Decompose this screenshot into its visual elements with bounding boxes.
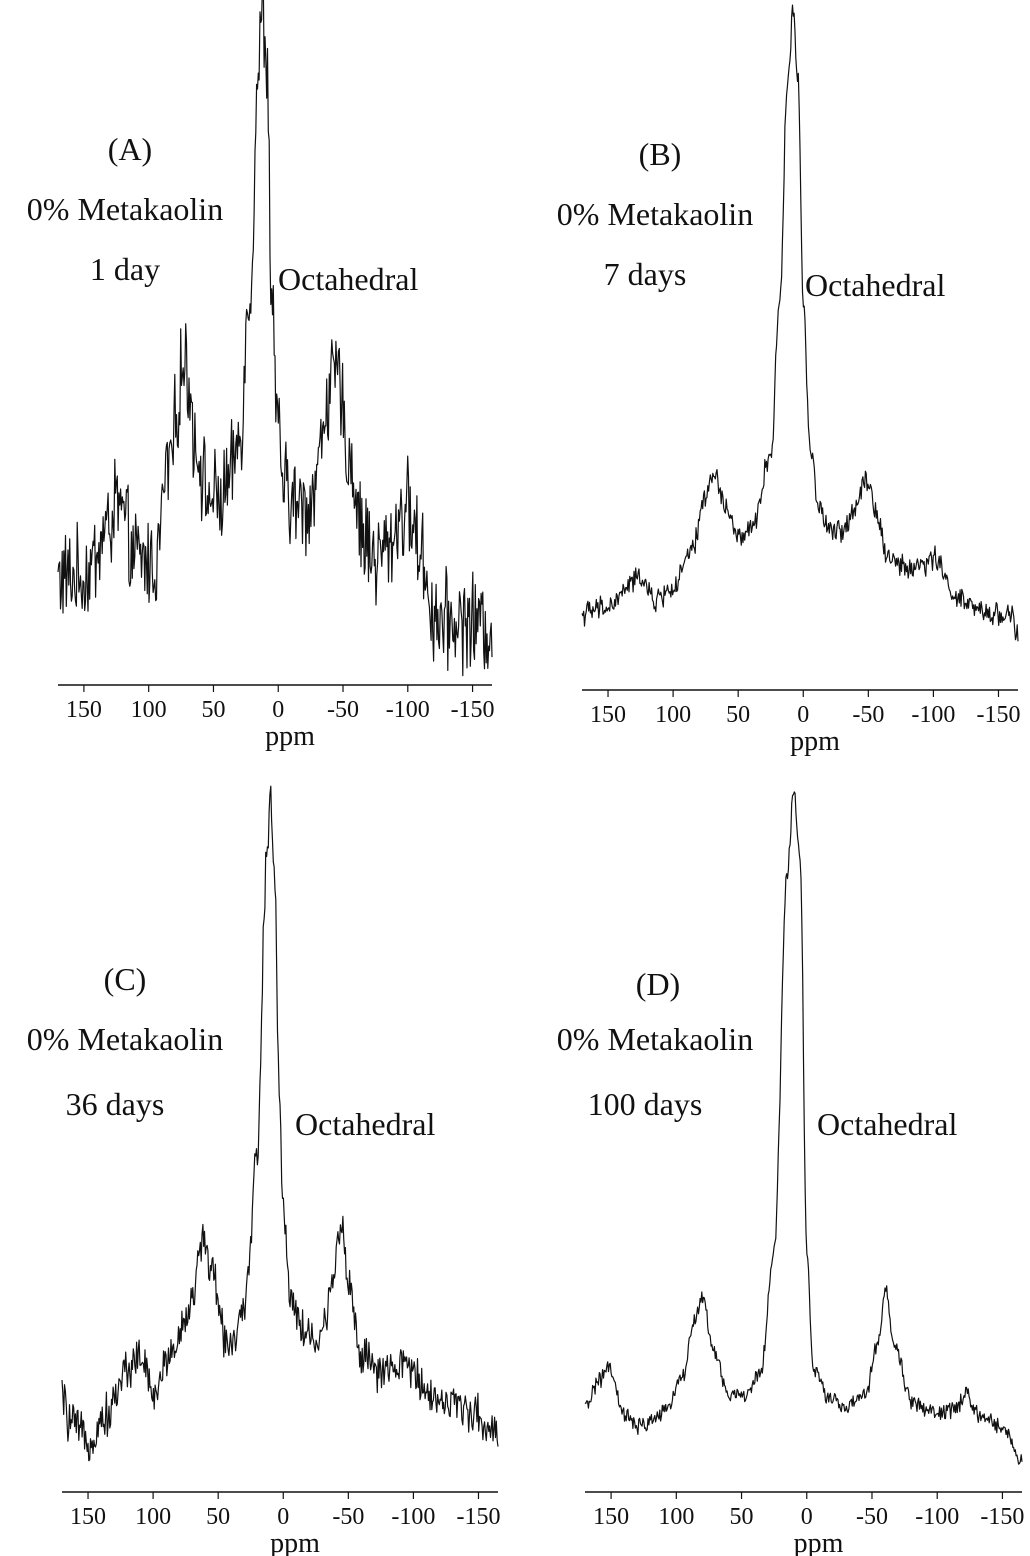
x-tick-label: 0	[277, 1504, 289, 1530]
x-tick-label: 0	[797, 702, 809, 728]
panel-label: (B)	[639, 136, 682, 172]
panel-label: (A)	[108, 131, 152, 167]
sample-label: 0% Metakaolin	[557, 1021, 753, 1057]
nmr-panel-a: 150 100 50 0 -50 -100 -150 ppm (A) 0% Metakaolin 1…	[27, 0, 495, 752]
x-axis-label: ppm	[790, 726, 840, 757]
octahedral-peak-label: Octahedral	[805, 267, 945, 303]
x-tick-label: -50	[856, 1504, 888, 1530]
x-tick-label: 150	[70, 1504, 106, 1530]
octahedral-peak-label: Octahedral	[295, 1106, 435, 1142]
age-label: 1 day	[90, 251, 160, 287]
x-tick-label: 150	[593, 1504, 629, 1530]
x-axis-label: ppm	[270, 1528, 320, 1556]
x-axis-label: ppm	[794, 1528, 844, 1556]
x-tick-label: 150	[66, 697, 102, 723]
nmr-panel-c: 150 100 50 0 -50 -100 -150 ppm (C) 0% Metakaolin 3…	[27, 785, 500, 1556]
nmr-panel-b: 150 100 50 0 -50 -100 -150 ppm (B) 0% Metakaolin 7…	[557, 4, 1020, 757]
sample-label: 0% Metakaolin	[557, 196, 753, 232]
x-tick-label: -50	[332, 1504, 364, 1530]
x-tick-label: 50	[201, 697, 225, 723]
x-tick-label: 50	[730, 1504, 754, 1530]
panel-label: (C)	[104, 961, 147, 997]
x-tick-label: -150	[976, 702, 1020, 728]
nmr-spectrum-line	[581, 4, 1019, 642]
x-tick-label: -100	[915, 1504, 959, 1530]
panel-label: (D)	[636, 966, 680, 1002]
x-tick-label: -100	[386, 697, 430, 723]
x-tick-label: 100	[131, 697, 167, 723]
nmr-panel-d: 150 100 50 0 -50 -100 -150 ppm (D) 0% Metakaolin 1…	[557, 791, 1024, 1556]
x-tick-label: 50	[206, 1504, 230, 1530]
octahedral-peak-label: Octahedral	[817, 1106, 957, 1142]
age-label: 36 days	[66, 1086, 165, 1122]
x-tick-label: -150	[451, 697, 495, 723]
x-tick-label: -50	[327, 697, 359, 723]
age-label: 100 days	[588, 1086, 703, 1122]
x-tick-label: 150	[590, 702, 626, 728]
x-tick-label: -100	[911, 702, 955, 728]
x-tick-label: -150	[980, 1504, 1024, 1530]
nmr-spectrum-line	[584, 791, 1023, 1465]
nmr-spectrum-line	[57, 0, 493, 677]
x-tick-label: -50	[852, 702, 884, 728]
sample-label: 0% Metakaolin	[27, 1021, 223, 1057]
x-tick-label: 50	[726, 702, 750, 728]
x-tick-label: 100	[655, 702, 691, 728]
sample-label: 0% Metakaolin	[27, 191, 223, 227]
x-tick-label: -100	[391, 1504, 435, 1530]
octahedral-peak-label: Octahedral	[278, 261, 418, 297]
x-tick-label: 0	[272, 697, 284, 723]
x-tick-label: -150	[456, 1504, 500, 1530]
nmr-spectrum-line	[61, 785, 499, 1462]
x-tick-label: 0	[801, 1504, 813, 1530]
x-tick-label: 100	[658, 1504, 694, 1530]
x-axis-label: ppm	[265, 721, 315, 752]
age-label: 7 days	[604, 256, 687, 292]
x-tick-label: 100	[135, 1504, 171, 1530]
